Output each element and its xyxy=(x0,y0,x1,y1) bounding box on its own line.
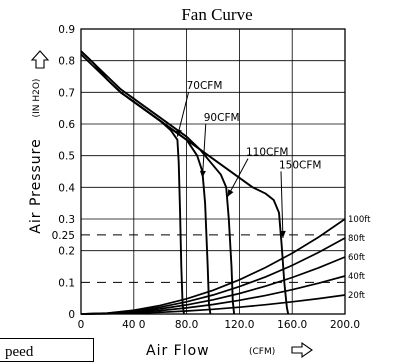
up-arrow-icon xyxy=(30,50,50,69)
system-curve-labels: 100ft 80ft 60ft 40ft 20ft xyxy=(348,215,371,301)
system-curve-60ft xyxy=(80,256,346,315)
y-tick-label: 0.25 xyxy=(52,230,75,242)
right-arrow-icon xyxy=(291,341,313,359)
x-axis-label: Air Flow xyxy=(146,343,210,359)
callout-arrowhead xyxy=(279,230,286,238)
svg-text:Air Pressure: Air Pressure xyxy=(28,138,44,233)
x-tick-label: 0 xyxy=(78,319,85,331)
y-tick-label: 0.9 xyxy=(58,24,75,36)
y-tick-label: 0.3 xyxy=(58,214,75,226)
system-curve-label: 100ft xyxy=(348,215,371,225)
callout-arrowhead xyxy=(227,189,234,197)
system-curve-label: 40ft xyxy=(348,272,366,282)
x-tick-labels: 0 40 0 80.0 120.0 160.0 200.0 xyxy=(78,319,360,331)
x-axis-unit: (CFM) xyxy=(249,347,275,357)
system-curve-20ft xyxy=(80,294,346,315)
y-tick-label: 0.7 xyxy=(58,87,75,99)
fan-curve-70CFM xyxy=(80,50,185,315)
callout-label: 150CFM xyxy=(279,159,321,171)
system-curve-label: 20ft xyxy=(348,291,366,301)
y-tick-label: 0.2 xyxy=(58,246,75,258)
callout-leader xyxy=(176,92,190,137)
callout-label: 90CFM xyxy=(204,112,240,124)
system-curve-label: 60ft xyxy=(348,253,366,263)
x-tick-label: 40 0 xyxy=(122,319,145,331)
y-tick-labels: 0 0.1 0.2 0.25 0.3 0.4 0.5 0.6 0.7 0.8 0.9 xyxy=(52,24,76,321)
x-tick-label: 80.0 xyxy=(175,319,198,331)
callout-leader xyxy=(201,123,207,178)
fan-curves xyxy=(80,50,290,315)
x-tick-label: 120.0 xyxy=(224,319,254,331)
y-tick-label: 0.6 xyxy=(58,119,75,131)
fan-curve-110CFM xyxy=(80,50,236,315)
system-curve-label: 80ft xyxy=(348,234,366,244)
x-tick-label: 160.0 xyxy=(277,319,307,331)
fan-curve-150CFM xyxy=(80,53,290,315)
y-tick-label: 0.8 xyxy=(58,56,75,68)
y-axis-unit: (IN H2O) xyxy=(32,79,42,118)
callout-label: 110CFM xyxy=(246,147,288,159)
y-tick-label: 0.1 xyxy=(58,277,75,289)
chart-title: Fan Curve xyxy=(181,5,252,24)
y-axis-label: Air Pressure (IN H2O) xyxy=(28,79,44,234)
legend-box-text: peed xyxy=(5,344,34,360)
legend-box: peed xyxy=(0,338,94,362)
system-curves xyxy=(80,218,346,315)
callout-arrowhead xyxy=(199,170,206,178)
x-tick-label: 200.0 xyxy=(330,319,360,331)
y-axis-label-text: Air Pressure xyxy=(28,138,44,233)
y-tick-label: 0 xyxy=(68,309,75,321)
grid-lines xyxy=(81,29,345,314)
reference-lines xyxy=(81,234,345,283)
y-tick-label: 0.5 xyxy=(58,151,75,163)
callout-arrowhead xyxy=(176,129,182,137)
callout-label: 70CFM xyxy=(187,80,223,92)
callout-leader xyxy=(280,171,284,239)
callout-leader xyxy=(227,158,249,198)
plot-frame xyxy=(80,28,346,315)
system-curve-80ft xyxy=(80,237,346,315)
y-tick-label: 0.4 xyxy=(58,182,75,194)
